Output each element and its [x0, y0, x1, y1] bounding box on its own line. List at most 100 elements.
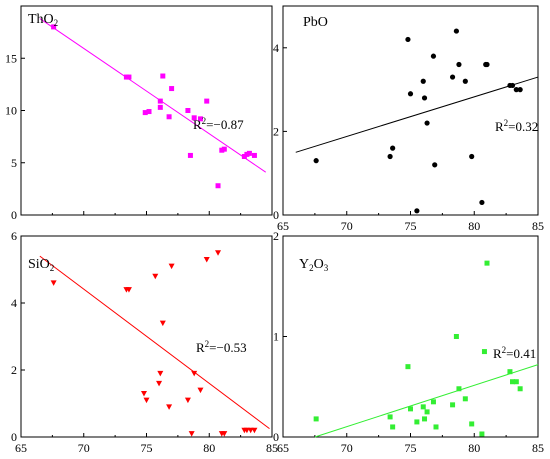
- y-tick-label: 15: [5, 51, 17, 65]
- data-point: [479, 431, 485, 437]
- data-point: [510, 379, 515, 385]
- panel-title: SiO2: [28, 257, 54, 273]
- x-tick-label: 65: [15, 441, 27, 455]
- data-point: [251, 427, 258, 434]
- regression-line: [295, 76, 539, 153]
- data-point: [197, 116, 203, 122]
- x-tick-label: 85: [532, 441, 544, 455]
- y-tick-label: 0: [11, 430, 17, 444]
- x-tick-label: 65: [277, 219, 289, 233]
- x-tick-label: 70: [78, 441, 90, 455]
- panel-title: ThO2: [28, 12, 58, 28]
- data-point: [219, 147, 225, 153]
- r2-annotation: R2=−0.53: [196, 339, 247, 355]
- chart-panel: 65 70 75 80 85 0 1 2 Y2O3 R2=0.41: [273, 229, 544, 455]
- data-point: [484, 61, 490, 68]
- y-tick-label: 2: [273, 229, 279, 243]
- data-point: [50, 280, 57, 286]
- data-point: [204, 98, 210, 104]
- data-point: [215, 183, 221, 189]
- r2-annotation: R2=−0.87: [193, 116, 244, 132]
- x-tick-label: 70: [341, 441, 353, 455]
- data-point: [513, 379, 519, 385]
- y-tick-label: 4: [273, 41, 279, 55]
- data-point: [123, 74, 129, 80]
- data-point: [159, 320, 166, 327]
- data-point: [433, 424, 439, 430]
- data-point: [484, 260, 490, 266]
- data-point: [453, 334, 459, 339]
- data-point: [157, 370, 164, 377]
- data-point: [517, 87, 523, 93]
- data-point: [156, 380, 163, 387]
- data-point: [462, 396, 468, 402]
- data-point: [430, 53, 437, 59]
- data-point: [390, 424, 396, 430]
- data-point: [244, 151, 250, 157]
- data-point: [221, 431, 228, 437]
- data-point: [507, 369, 513, 375]
- data-point: [126, 74, 132, 80]
- data-point: [509, 82, 516, 89]
- y-tick-label: 10: [5, 104, 17, 118]
- data-point: [187, 152, 193, 158]
- data-point: [414, 419, 420, 425]
- data-point: [241, 153, 247, 159]
- data-point: [450, 402, 456, 408]
- data-point: [390, 145, 396, 151]
- x-tick-label: 85: [532, 219, 544, 233]
- data-point: [456, 386, 462, 392]
- data-point: [469, 153, 475, 160]
- data-point: [160, 73, 166, 79]
- y-tick-label: 2: [11, 363, 17, 377]
- regression-line: [39, 18, 267, 173]
- data-point: [140, 390, 147, 397]
- y-tick-label: 0: [273, 208, 279, 222]
- x-tick-label: 75: [405, 219, 417, 233]
- x-tick-label: 80: [203, 441, 215, 455]
- r2-annotation: R2=0.41: [493, 345, 536, 361]
- data-point: [243, 427, 250, 434]
- plot-frame: [282, 5, 539, 216]
- y-tick-label: 0: [273, 430, 279, 444]
- data-point: [513, 87, 519, 93]
- data-point: [246, 150, 252, 156]
- data-point: [143, 397, 150, 404]
- data-point: [157, 98, 163, 104]
- data-point: [469, 421, 475, 427]
- y-tick-label: 5: [11, 156, 17, 170]
- data-point: [387, 414, 393, 420]
- x-tick-label: 70: [341, 219, 353, 233]
- data-point: [479, 199, 485, 206]
- data-point: [405, 364, 411, 370]
- data-point: [215, 250, 222, 256]
- data-point: [313, 158, 319, 164]
- data-point: [414, 208, 420, 214]
- y-tick-label: 0: [11, 208, 17, 222]
- data-point: [432, 162, 438, 168]
- data-point: [420, 78, 426, 84]
- x-tick-label: 65: [277, 441, 289, 455]
- data-point: [424, 409, 430, 415]
- y-tick-label: 1: [273, 330, 279, 344]
- data-point: [157, 104, 163, 110]
- data-point: [517, 386, 523, 392]
- chart-panel: 0 5 10 15 ThO2 R2=−0.87: [5, 5, 273, 222]
- data-point: [420, 404, 426, 410]
- regression-line: [39, 255, 270, 430]
- data-point: [188, 431, 195, 437]
- data-point: [51, 24, 57, 30]
- y-tick-label: 6: [11, 229, 17, 243]
- x-tick-label: 85: [266, 441, 278, 455]
- data-point: [247, 427, 254, 434]
- data-point: [407, 91, 414, 97]
- data-point: [185, 108, 191, 113]
- data-point: [453, 28, 459, 34]
- x-tick-label: 80: [468, 441, 480, 455]
- data-point: [481, 349, 487, 355]
- x-tick-label: 80: [468, 219, 480, 233]
- data-point: [387, 153, 393, 160]
- x-tick-label: 75: [141, 441, 153, 455]
- data-point: [142, 110, 148, 116]
